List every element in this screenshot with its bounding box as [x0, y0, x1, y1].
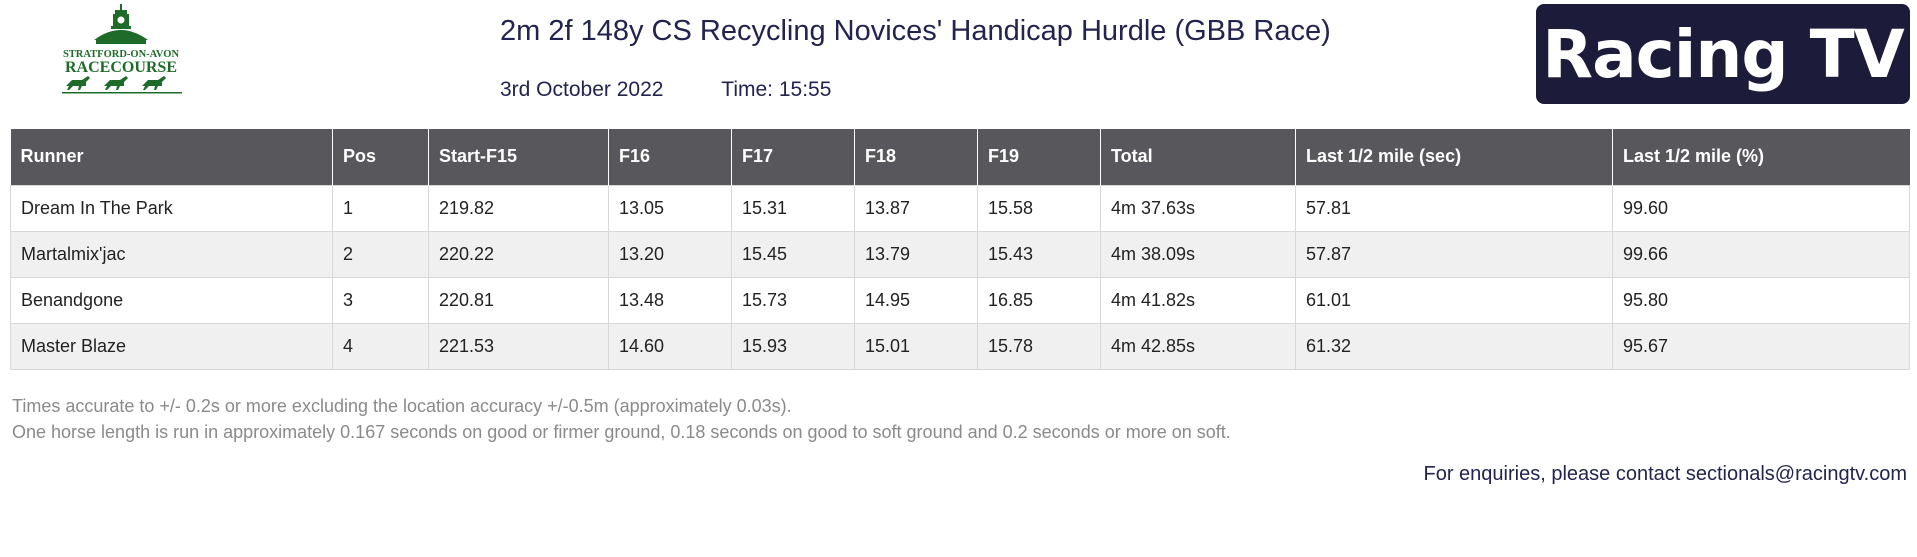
table-cell: 4m 37.63s — [1100, 184, 1296, 232]
column-header: F16 — [608, 129, 732, 185]
table-cell: 3 — [332, 276, 429, 324]
table-row: Dream In The Park 1 219.82 13.05 15.31 1… — [10, 184, 1910, 232]
table-cell: 15.45 — [731, 230, 855, 278]
racing-tv-logo-text: Racing TV — [1542, 15, 1904, 93]
table-cell: 15.93 — [731, 322, 855, 370]
table-cell: 13.48 — [608, 276, 732, 324]
table-cell: 57.87 — [1295, 230, 1613, 278]
race-date: 3rd October 2022 — [500, 78, 664, 101]
table-cell: 14.60 — [608, 322, 732, 370]
table-cell: 4m 41.82s — [1100, 276, 1296, 324]
table-cell: 14.95 — [854, 276, 978, 324]
racecourse-logo: STRATFORD-ON-AVON RACECOURSE — [58, 2, 188, 102]
table-cell: 15.01 — [854, 322, 978, 370]
contact-text: For enquiries, please contact sectionals… — [1423, 463, 1908, 485]
table-cell: 99.66 — [1612, 230, 1910, 278]
race-time: Time: 15:55 — [721, 78, 832, 101]
table-cell: Dream In The Park — [10, 184, 333, 232]
column-header: F19 — [977, 129, 1101, 185]
table-cell: 1 — [332, 184, 429, 232]
table-cell: Benandgone — [10, 276, 333, 324]
table-cell: 13.79 — [854, 230, 978, 278]
column-header: Last 1/2 mile (%) — [1612, 129, 1910, 185]
logo-line2: RACECOURSE — [65, 59, 177, 76]
note-line: Times accurate to +/- 0.2s or more exclu… — [12, 396, 792, 416]
table-cell: 15.73 — [731, 276, 855, 324]
column-header: F18 — [854, 129, 978, 185]
table-cell: 221.53 — [428, 322, 609, 370]
column-header: Start-F15 — [428, 129, 609, 185]
table-header-row: Runner Pos Start-F15 F16 F17 F18 F19 Tot… — [10, 129, 1910, 185]
column-header: Total — [1100, 129, 1296, 185]
table-cell: 15.31 — [731, 184, 855, 232]
column-header: F17 — [731, 129, 855, 185]
sectionals-table: Runner Pos Start-F15 F16 F17 F18 F19 Tot… — [10, 129, 1910, 370]
racing-tv-logo: Racing TV — [1536, 4, 1910, 104]
race-info: 3rd October 2022 Time: 15:55 — [500, 78, 831, 102]
race-title: 2m 2f 148y CS Recycling Novices' Handica… — [500, 15, 1331, 47]
accuracy-notes: Times accurate to +/- 0.2s or more exclu… — [12, 393, 1231, 445]
table-row: Benandgone 3 220.81 13.48 15.73 14.95 16… — [10, 276, 1910, 324]
logo-line1: STRATFORD-ON-AVON — [63, 49, 179, 60]
table-cell: 15.43 — [977, 230, 1101, 278]
table-cell: 57.81 — [1295, 184, 1613, 232]
table-cell: 95.67 — [1612, 322, 1910, 370]
table-cell: 15.58 — [977, 184, 1101, 232]
column-header: Runner — [10, 129, 333, 185]
table-cell: 16.85 — [977, 276, 1101, 324]
table-cell: 4m 38.09s — [1100, 230, 1296, 278]
table-cell: 61.32 — [1295, 322, 1613, 370]
table-cell: 13.20 — [608, 230, 732, 278]
table-cell: 220.22 — [428, 230, 609, 278]
table-cell: Martalmix'jac — [10, 230, 333, 278]
table-row: Master Blaze 4 221.53 14.60 15.93 15.01 … — [10, 322, 1910, 370]
table-row: Martalmix'jac 2 220.22 13.20 15.45 13.79… — [10, 230, 1910, 278]
table-cell: 95.80 — [1612, 276, 1910, 324]
table-cell: Master Blaze — [10, 322, 333, 370]
table-cell: 61.01 — [1295, 276, 1613, 324]
column-header: Last 1/2 mile (sec) — [1295, 129, 1613, 185]
table-cell: 4m 42.85s — [1100, 322, 1296, 370]
table-cell: 219.82 — [428, 184, 609, 232]
note-line: One horse length is run in approximately… — [12, 422, 1231, 442]
table-cell: 13.87 — [854, 184, 978, 232]
table-cell: 220.81 — [428, 276, 609, 324]
table-cell: 15.78 — [977, 322, 1101, 370]
racecourse-logo-graphic: STRATFORD-ON-AVON RACECOURSE — [62, 4, 182, 94]
table-cell: 13.05 — [608, 184, 732, 232]
table-cell: 99.60 — [1612, 184, 1910, 232]
table-cell: 4 — [332, 322, 429, 370]
column-header: Pos — [332, 129, 429, 185]
horses-icon — [62, 76, 182, 94]
table-cell: 2 — [332, 230, 429, 278]
